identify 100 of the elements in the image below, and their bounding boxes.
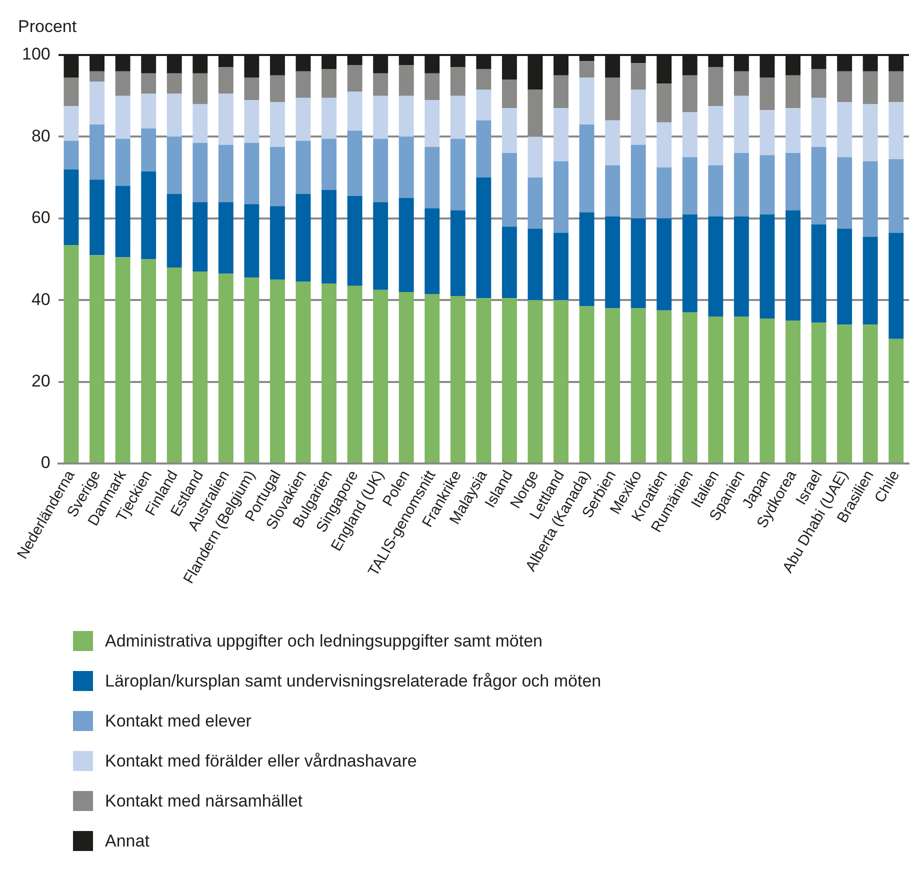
bar [141,128,156,172]
bar [630,308,646,463]
bar [64,77,79,106]
bar [347,196,362,286]
bar [398,65,414,96]
bar [244,77,260,100]
bar [708,67,724,106]
bar [141,94,156,129]
bar [424,208,440,294]
bar [862,71,878,104]
bar [218,144,234,202]
bar [244,142,260,204]
bar [888,71,904,102]
bar [605,165,620,216]
bar [811,69,826,98]
bar [270,75,285,102]
bar [837,228,852,325]
bar [218,274,234,463]
bar [64,169,79,245]
y-tick-label: 20 [31,372,50,391]
bar [786,153,800,210]
bar [656,310,672,463]
bar [373,138,388,202]
bar [115,257,130,463]
bar [682,214,698,312]
bar [90,71,105,82]
y-axis-title: Procent [18,17,77,36]
bar [888,102,904,160]
legend-label: Kontakt med förälder eller vårdnashavare [105,752,417,771]
bar [424,73,440,100]
bar [296,194,311,282]
bar [347,130,362,196]
bar [322,138,336,190]
bar [398,198,414,292]
bar [734,71,749,96]
bar [656,122,672,168]
bar [656,167,672,218]
bar [502,298,517,463]
bar [322,284,336,463]
legend-label: Kontakt med närsamhället [105,792,303,811]
bar [682,112,698,158]
bar [656,84,672,122]
bar [90,124,105,180]
bar [734,153,749,216]
bar [502,108,517,154]
bar [734,316,749,463]
bar [166,94,182,137]
bar [296,98,311,141]
bar [579,306,594,463]
bar [554,232,568,300]
bar [90,180,105,256]
bar [192,104,208,143]
bar [760,77,775,110]
legend-label: Kontakt med elever [105,712,252,731]
bar [862,236,878,325]
bar [450,296,466,463]
bar [605,77,620,120]
bar [398,96,414,137]
bar [244,278,260,463]
bar [373,290,388,463]
bar [862,161,878,237]
bar [630,218,646,308]
bar [837,71,852,102]
bar [322,190,336,284]
bar [64,140,79,170]
bar [656,218,672,310]
legend-label: Administrativa uppgifter och ledningsuppgifter samt möten [105,632,543,651]
bar [760,214,775,319]
bar [141,259,156,463]
bar [115,71,130,96]
bar [528,228,543,300]
bar [450,138,466,210]
bar [476,69,492,90]
bar [528,300,543,463]
bar [605,308,620,463]
bar [347,286,362,463]
bar [398,292,414,463]
bar [786,320,800,463]
bar [270,102,285,147]
bar [760,155,775,214]
bar [296,71,311,98]
bar [296,282,311,463]
bar [579,212,594,306]
bar [90,82,105,124]
bar [450,96,466,139]
bar [90,255,105,463]
bar [64,244,79,463]
bar [630,90,646,145]
y-tick-label: 40 [31,290,50,309]
bar [115,186,130,258]
bar [424,146,440,208]
bar [270,206,285,280]
bar [166,73,182,94]
bar [708,106,724,166]
bar [115,138,130,186]
bar [708,216,724,316]
bar [373,73,388,96]
bar [554,161,568,233]
bar [296,140,311,194]
bar [630,144,646,218]
